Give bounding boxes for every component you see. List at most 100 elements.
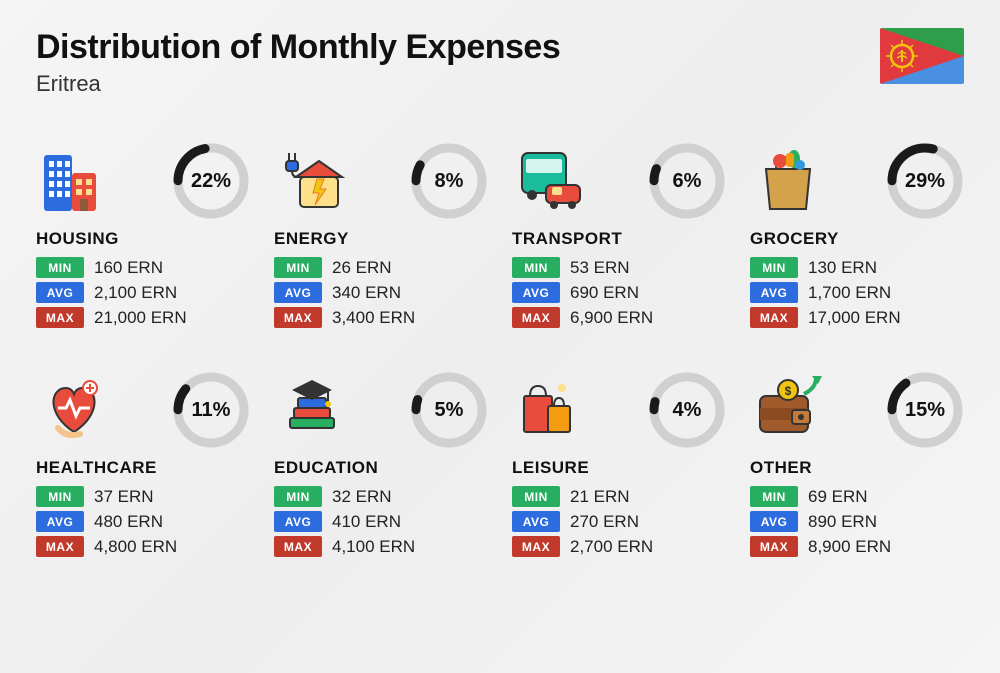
country-subtitle: Eritrea — [36, 71, 560, 97]
min-value: 37 ERN — [94, 487, 154, 507]
percent-ring: 8% — [410, 142, 488, 220]
max-value: 3,400 ERN — [332, 308, 415, 328]
max-row: MAX 17,000 ERN — [750, 307, 964, 328]
stats-rows: MIN 32 ERN AVG 410 ERN MAX 4,100 ERN — [274, 486, 488, 557]
percent-ring: 6% — [648, 142, 726, 220]
max-row: MAX 2,700 ERN — [512, 536, 726, 557]
max-badge: MAX — [274, 307, 322, 328]
min-badge: MIN — [750, 486, 798, 507]
grocery-icon — [750, 143, 826, 219]
avg-value: 480 ERN — [94, 512, 163, 532]
max-row: MAX 3,400 ERN — [274, 307, 488, 328]
min-value: 53 ERN — [570, 258, 630, 278]
min-row: MIN 53 ERN — [512, 257, 726, 278]
card-top: 8% — [274, 141, 488, 221]
min-badge: MIN — [36, 486, 84, 507]
category-card-transport: 6% TRANSPORT MIN 53 ERN AVG 690 ERN MAX … — [512, 141, 726, 332]
svg-text:$: $ — [785, 384, 792, 398]
category-card-leisure: 4% LEISURE MIN 21 ERN AVG 270 ERN MAX 2,… — [512, 370, 726, 561]
percent-ring: 22% — [172, 142, 250, 220]
stats-rows: MIN 160 ERN AVG 2,100 ERN MAX 21,000 ERN — [36, 257, 250, 328]
min-row: MIN 21 ERN — [512, 486, 726, 507]
min-badge: MIN — [274, 257, 322, 278]
avg-value: 270 ERN — [570, 512, 639, 532]
percent-ring: 4% — [648, 371, 726, 449]
card-top: 22% — [36, 141, 250, 221]
max-badge: MAX — [36, 536, 84, 557]
max-row: MAX 8,900 ERN — [750, 536, 964, 557]
category-name: GROCERY — [750, 229, 964, 249]
eritrea-flag-icon — [880, 28, 964, 84]
card-top: 6% — [512, 141, 726, 221]
energy-icon — [274, 143, 350, 219]
avg-row: AVG 270 ERN — [512, 511, 726, 532]
max-badge: MAX — [274, 536, 322, 557]
stats-rows: MIN 21 ERN AVG 270 ERN MAX 2,700 ERN — [512, 486, 726, 557]
categories-grid: 22% HOUSING MIN 160 ERN AVG 2,100 ERN MA… — [36, 141, 964, 561]
percent-label: 22% — [172, 142, 250, 220]
percent-ring: 15% — [886, 371, 964, 449]
card-top: $ 15% — [750, 370, 964, 450]
category-card-grocery: 29% GROCERY MIN 130 ERN AVG 1,700 ERN MA… — [750, 141, 964, 332]
avg-badge: AVG — [36, 282, 84, 303]
max-row: MAX 4,100 ERN — [274, 536, 488, 557]
stats-rows: MIN 130 ERN AVG 1,700 ERN MAX 17,000 ERN — [750, 257, 964, 328]
category-card-healthcare: 11% HEALTHCARE MIN 37 ERN AVG 480 ERN MA… — [36, 370, 250, 561]
min-value: 160 ERN — [94, 258, 163, 278]
category-card-housing: 22% HOUSING MIN 160 ERN AVG 2,100 ERN MA… — [36, 141, 250, 332]
percent-label: 29% — [886, 142, 964, 220]
min-value: 32 ERN — [332, 487, 392, 507]
max-badge: MAX — [36, 307, 84, 328]
category-name: TRANSPORT — [512, 229, 726, 249]
percent-ring: 5% — [410, 371, 488, 449]
min-row: MIN 32 ERN — [274, 486, 488, 507]
max-value: 8,900 ERN — [808, 537, 891, 557]
avg-row: AVG 410 ERN — [274, 511, 488, 532]
percent-label: 8% — [410, 142, 488, 220]
category-name: OTHER — [750, 458, 964, 478]
card-top: 11% — [36, 370, 250, 450]
min-badge: MIN — [750, 257, 798, 278]
min-badge: MIN — [274, 486, 322, 507]
stats-rows: MIN 26 ERN AVG 340 ERN MAX 3,400 ERN — [274, 257, 488, 328]
max-badge: MAX — [750, 536, 798, 557]
percent-label: 11% — [172, 371, 250, 449]
category-name: HEALTHCARE — [36, 458, 250, 478]
max-badge: MAX — [750, 307, 798, 328]
avg-value: 1,700 ERN — [808, 283, 891, 303]
min-row: MIN 37 ERN — [36, 486, 250, 507]
stats-rows: MIN 53 ERN AVG 690 ERN MAX 6,900 ERN — [512, 257, 726, 328]
leisure-icon — [512, 372, 588, 448]
min-value: 26 ERN — [332, 258, 392, 278]
percent-ring: 11% — [172, 371, 250, 449]
min-badge: MIN — [36, 257, 84, 278]
avg-value: 340 ERN — [332, 283, 401, 303]
category-name: EDUCATION — [274, 458, 488, 478]
category-name: HOUSING — [36, 229, 250, 249]
category-card-other: $ 15% OTHER MIN 69 ERN AVG 890 ERN MAX — [750, 370, 964, 561]
page-title: Distribution of Monthly Expenses — [36, 28, 560, 67]
min-row: MIN 160 ERN — [36, 257, 250, 278]
card-top: 4% — [512, 370, 726, 450]
avg-row: AVG 340 ERN — [274, 282, 488, 303]
min-value: 130 ERN — [808, 258, 877, 278]
stats-rows: MIN 69 ERN AVG 890 ERN MAX 8,900 ERN — [750, 486, 964, 557]
title-block: Distribution of Monthly Expenses Eritrea — [36, 28, 560, 97]
avg-row: AVG 1,700 ERN — [750, 282, 964, 303]
avg-value: 2,100 ERN — [94, 283, 177, 303]
avg-badge: AVG — [750, 282, 798, 303]
card-top: 5% — [274, 370, 488, 450]
min-value: 69 ERN — [808, 487, 868, 507]
min-badge: MIN — [512, 486, 560, 507]
category-name: LEISURE — [512, 458, 726, 478]
avg-row: AVG 480 ERN — [36, 511, 250, 532]
max-row: MAX 21,000 ERN — [36, 307, 250, 328]
max-value: 21,000 ERN — [94, 308, 187, 328]
min-row: MIN 26 ERN — [274, 257, 488, 278]
avg-value: 410 ERN — [332, 512, 401, 532]
max-badge: MAX — [512, 536, 560, 557]
min-row: MIN 69 ERN — [750, 486, 964, 507]
max-row: MAX 6,900 ERN — [512, 307, 726, 328]
max-value: 2,700 ERN — [570, 537, 653, 557]
avg-badge: AVG — [512, 282, 560, 303]
